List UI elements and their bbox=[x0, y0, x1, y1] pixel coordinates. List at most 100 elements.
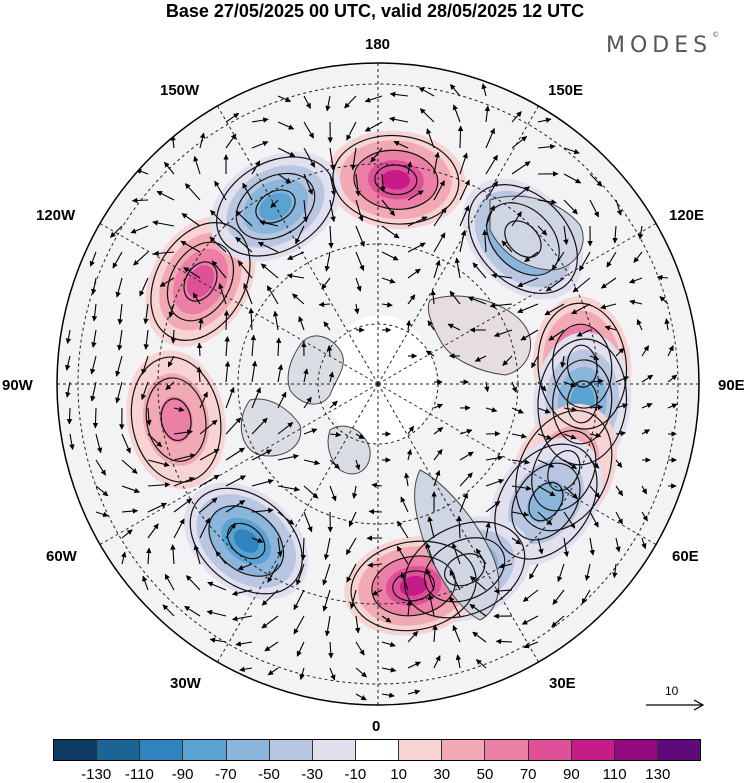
colorbar-segment bbox=[442, 740, 486, 760]
wind-vector bbox=[552, 589, 565, 605]
wind-vector bbox=[589, 173, 603, 187]
wind-vector bbox=[326, 345, 333, 357]
wind-vector bbox=[368, 508, 383, 515]
contour-line bbox=[183, 261, 218, 302]
wind-vector bbox=[277, 391, 287, 409]
wind-vector bbox=[211, 260, 227, 279]
contour-line bbox=[566, 380, 598, 424]
wind-vector bbox=[248, 307, 254, 331]
wind-vector bbox=[260, 263, 279, 279]
wind-vector bbox=[293, 615, 305, 635]
wind-vector bbox=[329, 173, 337, 197]
wind-vector bbox=[511, 407, 524, 414]
wind-vector bbox=[165, 381, 175, 391]
polar-region bbox=[325, 315, 435, 445]
wind-vector bbox=[121, 551, 127, 565]
wind-vector bbox=[381, 277, 396, 284]
wind-vector bbox=[511, 161, 531, 175]
wind-vector bbox=[173, 406, 185, 412]
wind-vector bbox=[522, 589, 539, 602]
wind-vector bbox=[287, 251, 305, 260]
wind-vector bbox=[231, 589, 253, 596]
wind-vector bbox=[69, 433, 75, 450]
colorbar-tick-label: 90 bbox=[563, 766, 580, 783]
wind-vector bbox=[537, 537, 544, 555]
wind-vector bbox=[430, 289, 436, 305]
wind-vector bbox=[474, 355, 487, 362]
lon-label-90e: 90E bbox=[718, 377, 745, 394]
wind-vector bbox=[472, 631, 487, 643]
wind-vector bbox=[406, 448, 413, 461]
contour-line bbox=[552, 359, 613, 445]
wind-vector bbox=[295, 563, 305, 586]
wind-vector bbox=[322, 589, 331, 612]
lon-label-60w: 60W bbox=[46, 548, 77, 565]
wind-vector bbox=[407, 630, 419, 643]
wind-vector bbox=[250, 334, 257, 357]
wind-vector bbox=[521, 615, 539, 625]
wind-vector bbox=[121, 459, 138, 474]
wind-vector bbox=[324, 251, 331, 272]
wind-vector bbox=[328, 371, 335, 383]
wind-vector bbox=[407, 294, 416, 305]
wind-vector bbox=[563, 173, 582, 184]
colorbar-segment bbox=[140, 740, 184, 760]
wind-vector bbox=[199, 448, 220, 461]
wind-vector bbox=[371, 482, 383, 489]
wind-vector bbox=[433, 469, 441, 487]
wind-vector bbox=[275, 337, 282, 357]
wind-vector bbox=[251, 360, 258, 383]
wind-vector bbox=[346, 121, 357, 141]
page-title: Base 27/05/2025 00 UTC, valid 28/05/2025… bbox=[165, 1, 585, 21]
wind-vector bbox=[433, 655, 441, 669]
wind-vector bbox=[303, 485, 319, 499]
wind-vector bbox=[419, 108, 435, 123]
wind-vector bbox=[277, 95, 292, 103]
wind-vector bbox=[433, 403, 444, 409]
wind-vector bbox=[299, 667, 305, 680]
wind-vector bbox=[537, 225, 548, 236]
wind-vector bbox=[433, 259, 441, 279]
wind-vector bbox=[225, 417, 242, 435]
wind-vector bbox=[235, 236, 253, 253]
wind-vector bbox=[664, 318, 670, 331]
wind-vector bbox=[447, 323, 461, 331]
wind-vector bbox=[354, 615, 361, 634]
wind-vector bbox=[184, 605, 201, 617]
colorbar-segment bbox=[657, 740, 701, 760]
wind-vector bbox=[303, 511, 313, 533]
wind-vector bbox=[511, 136, 528, 149]
wind-vector bbox=[130, 225, 149, 234]
wind-vector bbox=[667, 345, 674, 357]
wind-vector bbox=[199, 517, 211, 539]
wind-vector bbox=[296, 641, 305, 657]
wind-vector bbox=[511, 537, 522, 545]
wind-vector bbox=[277, 121, 295, 130]
wind-vector bbox=[433, 448, 443, 461]
wind-vector bbox=[199, 132, 206, 149]
wind-vector bbox=[484, 105, 491, 123]
wind-vector bbox=[115, 277, 123, 298]
wind-vector bbox=[159, 277, 175, 287]
contour-line bbox=[467, 184, 578, 295]
wind-vector bbox=[225, 447, 245, 461]
wind-vector bbox=[641, 403, 653, 409]
colorbar-tick-label: 30 bbox=[433, 766, 451, 783]
wind-vector bbox=[140, 381, 149, 401]
wind-vector bbox=[511, 511, 530, 517]
wind-vector bbox=[355, 433, 365, 440]
colorbar-segment bbox=[399, 740, 443, 760]
lon-label-60e: 60E bbox=[672, 548, 699, 565]
contour-line bbox=[332, 134, 460, 225]
wind-vector bbox=[407, 242, 426, 253]
wind-vector bbox=[199, 474, 220, 487]
wind-vector bbox=[455, 654, 462, 669]
wind-vector bbox=[181, 212, 201, 227]
contour-line bbox=[208, 505, 285, 577]
wind-vector bbox=[537, 511, 553, 526]
wind-vector bbox=[277, 147, 296, 157]
colorbar-tick-label: -70 bbox=[214, 766, 237, 783]
wind-vector bbox=[90, 355, 97, 375]
wind-vector bbox=[433, 426, 444, 435]
wind-vector bbox=[563, 225, 569, 246]
